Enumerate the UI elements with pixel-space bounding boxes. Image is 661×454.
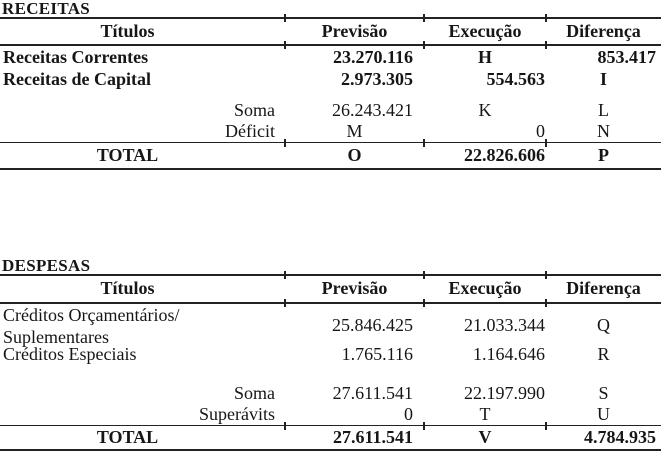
cell-execucao: H bbox=[477, 46, 492, 67]
cell-titulo: Superávits bbox=[199, 403, 275, 424]
cell-previsao: O bbox=[347, 145, 362, 165]
cell-diferenca: P bbox=[598, 145, 609, 165]
table-row-superavits: Superávits 0 T U bbox=[0, 404, 661, 425]
cell-execucao: T bbox=[479, 403, 491, 424]
row-gap bbox=[0, 366, 661, 383]
column-tick bbox=[545, 271, 547, 279]
cell-diferenca: R bbox=[597, 344, 610, 364]
column-header-diferenca: Diferença bbox=[566, 20, 641, 41]
cell-diferenca: I bbox=[599, 69, 607, 89]
receitas-total-rule bbox=[0, 138, 661, 147]
receitas-top-rule bbox=[0, 14, 661, 22]
cell-execucao: 554.563 bbox=[486, 69, 546, 89]
receitas-header-row: Títulos Previsão Execução Diferença bbox=[0, 19, 661, 44]
cell-execucao: 1.164.646 bbox=[473, 344, 545, 364]
column-tick bbox=[423, 298, 425, 307]
table-row-soma: Soma 26.243.421 K L bbox=[0, 100, 661, 121]
cell-execucao: V bbox=[478, 427, 492, 447]
cell-previsao: 26.243.421 bbox=[332, 99, 413, 120]
column-tick bbox=[545, 138, 547, 147]
column-tick bbox=[423, 40, 425, 49]
column-tick bbox=[423, 421, 425, 430]
cell-diferenca: L bbox=[598, 99, 609, 120]
cell-titulo: Soma bbox=[233, 382, 275, 403]
column-tick bbox=[284, 298, 286, 307]
cell-diferenca: S bbox=[598, 382, 609, 403]
cell-previsao: M bbox=[346, 120, 363, 141]
cell-previsao: 25.846.425 bbox=[332, 315, 413, 335]
table-row-receitas-correntes: Receitas Correntes 23.270.116 H 853.417 bbox=[0, 46, 661, 69]
table-row-total-despesas: TOTAL 27.611.541 V 4.784.935 bbox=[0, 426, 661, 449]
cell-diferenca: 4.784.935 bbox=[584, 427, 656, 447]
column-tick bbox=[284, 421, 286, 430]
column-header-diferenca: Diferença bbox=[566, 278, 641, 298]
receitas-table: RECEITAS Títulos Previsão Execução Difer… bbox=[0, 0, 661, 170]
column-tick bbox=[545, 421, 547, 430]
column-header-previsao: Previsão bbox=[321, 278, 388, 298]
cell-titulo: Receitas Correntes bbox=[3, 46, 149, 67]
cell-titulo: Créditos Orçamentários/ Suplementares bbox=[3, 304, 180, 347]
cell-previsao: 27.611.541 bbox=[332, 427, 413, 447]
cell-execucao: 22.197.990 bbox=[464, 382, 545, 403]
cell-execucao: 22.826.606 bbox=[464, 145, 545, 165]
column-tick bbox=[423, 138, 425, 147]
receitas-header-rule bbox=[0, 40, 661, 49]
column-tick bbox=[545, 298, 547, 307]
cell-previsao: 27.611.541 bbox=[332, 382, 413, 403]
cell-diferenca: Q bbox=[597, 315, 610, 335]
cell-titulo: TOTAL bbox=[96, 427, 159, 447]
cell-titulo: Soma bbox=[233, 99, 275, 120]
despesas-bottom-rule bbox=[0, 449, 661, 451]
cell-titulo: TOTAL bbox=[96, 145, 159, 165]
cell-diferenca: N bbox=[597, 120, 610, 141]
receitas-heading: RECEITAS bbox=[2, 0, 91, 18]
cell-titulo: Créditos Especiais bbox=[3, 344, 137, 364]
table-row-deficit: Déficit M 0 N bbox=[0, 121, 661, 142]
despesas-top-rule bbox=[0, 271, 661, 279]
column-header-execucao: Execução bbox=[448, 20, 522, 41]
cell-diferenca: U bbox=[597, 403, 610, 424]
column-tick bbox=[284, 14, 286, 22]
despesas-total-rule bbox=[0, 421, 661, 430]
row-gap bbox=[0, 91, 661, 100]
column-tick bbox=[284, 271, 286, 279]
cell-execucao: 0 bbox=[536, 120, 545, 141]
table-row-total-receitas: TOTAL O 22.826.606 P bbox=[0, 143, 661, 168]
column-tick bbox=[423, 14, 425, 22]
cell-titulo: Déficit bbox=[225, 120, 275, 141]
column-header-execucao: Execução bbox=[448, 278, 522, 298]
cell-previsao: 1.765.116 bbox=[341, 344, 413, 364]
table-row-receitas-capital: Receitas de Capital 2.973.305 554.563 I bbox=[0, 69, 661, 91]
column-tick bbox=[284, 40, 286, 49]
cell-previsao: 2.973.305 bbox=[341, 69, 413, 89]
table-row-soma: Soma 27.611.541 22.197.990 S bbox=[0, 383, 661, 404]
column-tick bbox=[545, 40, 547, 49]
cell-previsao: 23.270.116 bbox=[332, 46, 413, 67]
despesas-header-rule bbox=[0, 298, 661, 307]
column-header-titulos: Títulos bbox=[100, 20, 155, 41]
cell-previsao: 0 bbox=[404, 403, 413, 424]
cell-execucao: K bbox=[478, 99, 492, 120]
despesas-table: DESPESAS Títulos Previsão Execução Difer… bbox=[0, 257, 661, 451]
despesas-heading: DESPESAS bbox=[2, 256, 91, 275]
column-tick bbox=[284, 138, 286, 147]
receitas-bottom-rule bbox=[0, 168, 661, 170]
cell-titulo: Receitas de Capital bbox=[3, 69, 151, 89]
cell-diferenca: 853.417 bbox=[597, 46, 657, 67]
column-header-titulos: Títulos bbox=[100, 278, 155, 298]
column-tick bbox=[545, 14, 547, 22]
table-row-creditos-especiais: Créditos Especiais 1.765.116 1.164.646 R bbox=[0, 344, 661, 366]
column-tick bbox=[423, 271, 425, 279]
cell-execucao: 21.033.344 bbox=[464, 315, 545, 335]
despesas-header-row: Títulos Previsão Execução Diferença bbox=[0, 276, 661, 302]
table-row-creditos-orcamentarios: Créditos Orçamentários/ Suplementares 25… bbox=[0, 304, 661, 347]
column-header-previsao: Previsão bbox=[321, 20, 388, 41]
